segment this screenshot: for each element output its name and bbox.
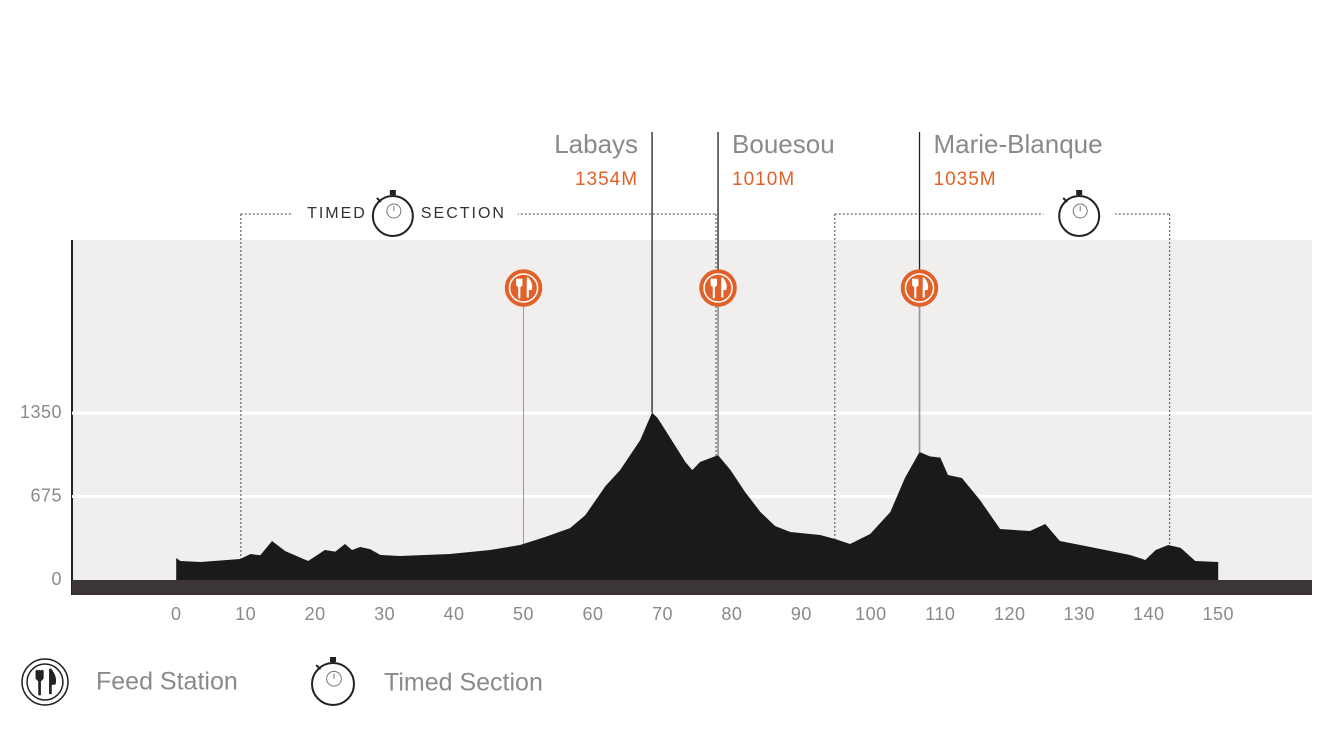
stopwatch-tick (376, 197, 382, 203)
fork (35, 669, 44, 696)
stopwatch-body (1058, 195, 1101, 237)
feed-station-icon (699, 269, 737, 307)
y-tick-label: 675 (30, 485, 62, 505)
stopwatch-tick (315, 664, 322, 671)
feed-icon-ring (703, 273, 733, 303)
stopwatch-dial (326, 670, 342, 687)
feed-icon-ring (508, 273, 539, 303)
stopwatch-dial (386, 203, 402, 219)
feed-icon-ring (904, 273, 935, 303)
x-tick-label: 150 (1202, 604, 1234, 624)
x-tick-label: 70 (652, 604, 673, 624)
x-tick-label: 10 (235, 604, 256, 624)
fork (710, 278, 717, 299)
peak-elevation: 1010M (732, 169, 795, 190)
knife (721, 277, 727, 298)
stopwatch-body (371, 195, 414, 237)
peak-elevation: 1354M (575, 169, 638, 190)
x-tick-label: 50 (513, 604, 534, 624)
peak-name: Marie-Blanque (934, 129, 1103, 159)
stopwatch-body (311, 662, 355, 706)
feed-icon-bg (504, 269, 543, 307)
y-tick-label: 1350 (20, 402, 62, 422)
fork (912, 278, 919, 299)
x-tick-label: 130 (1064, 604, 1096, 624)
x-tick-label: 0 (171, 604, 182, 624)
stopwatch-button (389, 190, 396, 195)
peak-name: Bouesou (732, 129, 835, 159)
x-tick-label: 30 (374, 604, 395, 624)
x-tick-label: 90 (791, 604, 812, 624)
timed-label: SECTION (421, 205, 506, 222)
knife (49, 668, 57, 695)
feed-icon-bg (900, 269, 939, 307)
stopwatch-dial (1072, 203, 1088, 219)
x-axis-base (72, 580, 1312, 595)
peak-name: Labays (554, 129, 638, 159)
x-tick-label: 80 (721, 604, 742, 624)
x-tick-label: 120 (994, 604, 1026, 624)
legend-label: Feed Station (96, 668, 238, 696)
stopwatch-tick (1062, 197, 1068, 203)
stopwatch-button (1076, 190, 1083, 195)
feed-station-icon (900, 269, 939, 307)
legend-label: Timed Section (384, 669, 543, 697)
feed-icon-bg (21, 658, 69, 706)
stopwatch-icon (371, 190, 414, 237)
elevation-profile (176, 412, 1219, 580)
fork (516, 278, 523, 299)
stopwatch-icon (1058, 190, 1101, 237)
legend-feed-icon (21, 658, 69, 706)
timed-label: TIMED (307, 205, 367, 222)
x-tick-label: 20 (305, 604, 326, 624)
x-tick-label: 110 (925, 604, 955, 624)
y-tick-label: 0 (51, 569, 62, 589)
feed-icon-bg (699, 269, 737, 307)
stopwatch-button (330, 657, 336, 662)
x-tick-label: 140 (1133, 604, 1165, 624)
feed-station-icon (504, 269, 543, 307)
knife (922, 277, 929, 298)
x-tick-label: 60 (582, 604, 603, 624)
legend-stopwatch-icon (311, 657, 355, 706)
feed-icon-ring (26, 663, 64, 701)
x-tick-label: 40 (444, 604, 465, 624)
peak-elevation: 1035M (934, 169, 997, 190)
x-tick-label: 100 (855, 604, 887, 624)
knife (526, 277, 533, 298)
